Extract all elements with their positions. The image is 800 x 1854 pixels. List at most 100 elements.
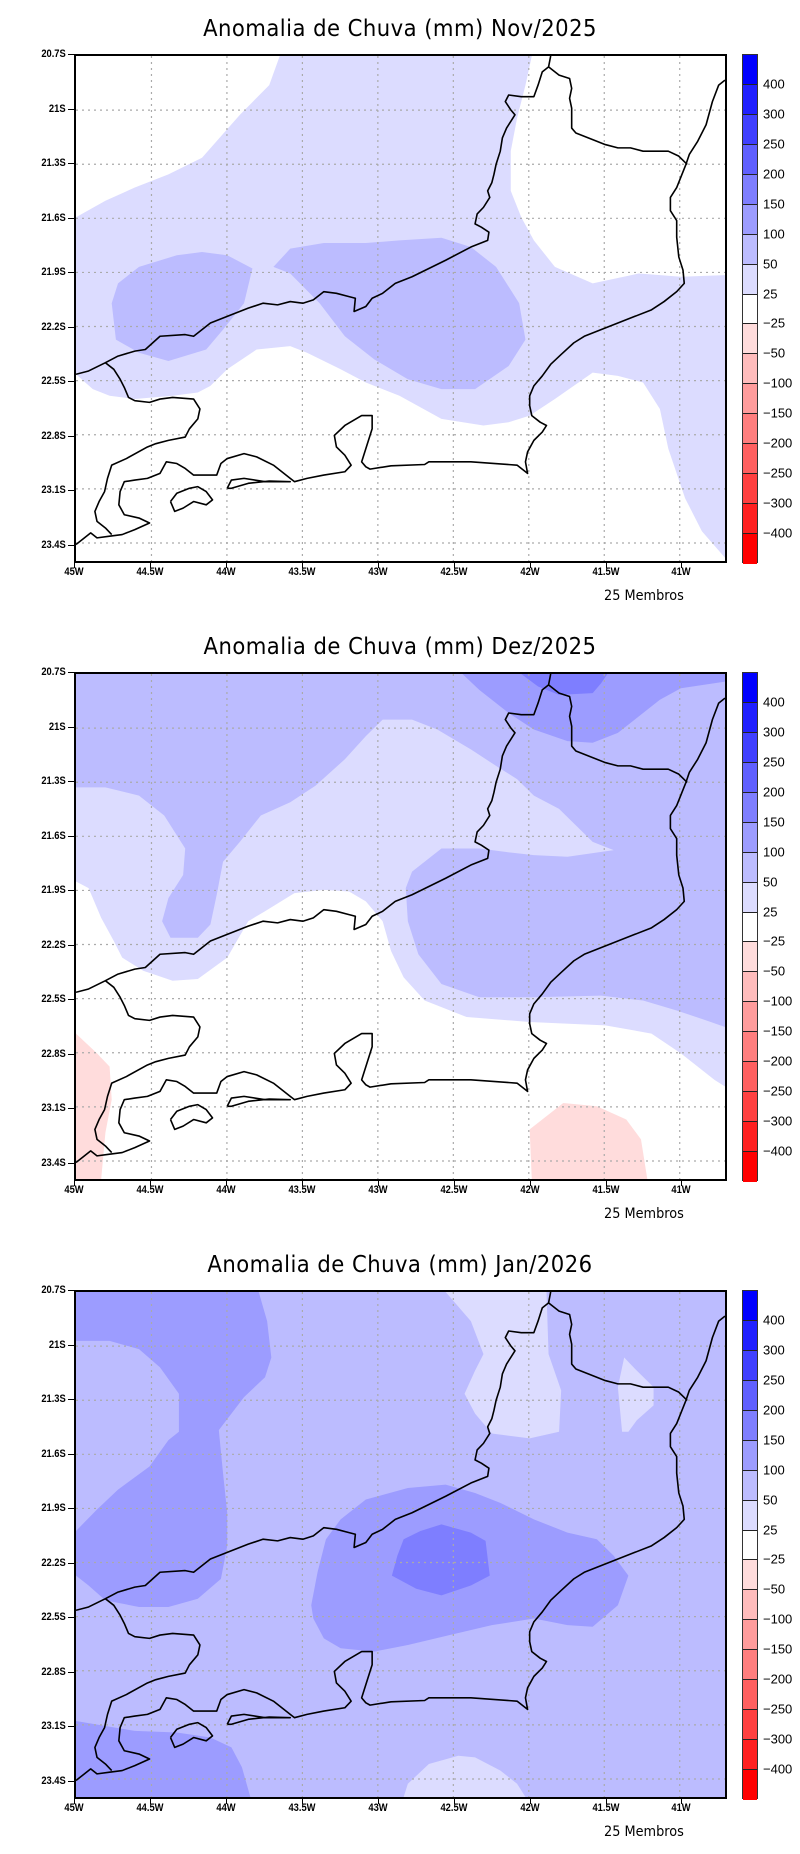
state-border-rj-sp [95,1599,200,1771]
colorbar-swatch [743,144,757,175]
restinga-marambaia [227,478,290,488]
y-axis-label: 22.8S [41,1665,66,1678]
colorbar-label: −200 [763,435,793,451]
state-border-mg-rj [76,674,551,992]
y-axis-tick [68,1726,74,1728]
y-axis-tick [68,435,74,437]
y-axis-tick [68,890,74,892]
colorbar-label: −250 [763,465,793,481]
x-axis-tick [681,563,683,568]
anomaly-contour-darker [391,1524,490,1596]
colorbar-swatch [743,1740,757,1771]
colorbar-label: 200 [763,784,785,800]
x-axis-label: 41.5W [591,566,620,578]
y-axis-tick [68,326,74,328]
colorbar [742,1290,758,1800]
y-axis-tick [68,999,74,1001]
colorbar-swatch [743,174,757,205]
colorbar-label: 50 [763,256,778,272]
y-axis-tick [68,490,74,492]
rainfall-anomaly-map [74,54,727,563]
x-axis-label: 42.5W [440,1184,468,1196]
x-axis-tick [681,1799,683,1804]
y-axis-tick [68,1562,74,1564]
x-axis-label: 43W [368,1184,388,1196]
colorbar-label: −300 [763,495,793,511]
colorbar-swatch [743,792,757,823]
y-axis-label: 22.8S [41,1047,66,1060]
map-title: Anomalia de Chuva (mm) Nov/2025 [203,16,597,42]
y-axis-tick [68,1508,74,1510]
map-title: Anomalia de Chuva (mm) Jan/2026 [207,1252,593,1278]
colorbar-swatch [743,384,757,415]
colorbar-swatch [743,1002,757,1033]
y-axis-label: 23.4S [41,538,66,551]
x-axis-tick [605,1799,607,1804]
x-axis-tick [605,563,607,568]
x-axis-tick [225,1799,227,1804]
colorbar-swatch [743,55,757,85]
y-axis-label: 21.9S [41,266,66,279]
colorbar-label: −200 [763,1053,793,1069]
y-axis-label: 22.2S [41,938,66,951]
map-canvas [76,1292,725,1797]
colorbar-swatch [743,1032,757,1063]
colorbar-label: 100 [763,226,785,242]
y-axis-tick [68,1344,74,1346]
colorbar-swatch [743,732,757,763]
x-axis-label: 45W [64,566,84,578]
colorbar-label: −50 [763,963,786,979]
x-axis-label: 41W [671,1184,692,1196]
x-axis-tick [681,1181,683,1186]
anomaly-contour-med [273,237,526,390]
y-axis-tick [68,835,74,837]
x-axis-label: 43.5W [288,566,316,578]
x-axis-tick [301,1799,303,1804]
x-axis-tick [605,1181,607,1186]
anomaly-contour-dark [76,1292,272,1607]
y-axis-tick [68,163,74,165]
restinga-marambaia [227,1096,290,1106]
colorbar [742,672,758,1182]
colorbar-label: 25 [763,286,778,302]
y-axis-tick [68,108,74,110]
colorbar-swatch [743,1122,757,1153]
map-canvas [76,674,725,1179]
colorbar-swatch [743,972,757,1003]
x-axis-tick [225,1181,227,1186]
y-axis-label: 21S [49,720,66,733]
ilha-grande [171,1105,213,1130]
state-border-rj-sp [95,363,200,535]
colorbar-label: −250 [763,1083,793,1099]
anomaly-contour-light [403,1755,526,1797]
colorbar-label: −100 [763,993,793,1009]
y-axis-label: 23.1S [41,1102,66,1115]
x-axis-tick [301,563,303,568]
colorbar-swatch [743,534,757,564]
x-axis-label: 42W [519,1184,540,1196]
x-axis-tick [529,1181,531,1186]
x-axis-label: 44W [216,566,236,578]
y-axis-tick [68,54,74,55]
colorbar-label: −300 [763,1113,793,1129]
state-border-rj-sp [95,981,200,1153]
coastline [76,80,725,544]
x-axis-label: 44.5W [136,1802,164,1814]
colorbar-swatch [743,942,757,973]
colorbar-swatch [743,1500,757,1531]
colorbar-label: 200 [763,166,785,182]
y-axis-label: 20.7S [41,48,66,60]
colorbar-swatch [743,234,757,265]
colorbar-label: −250 [763,1701,793,1717]
panel-nov-2025: Anomalia de Chuva (mm) Nov/2025 20.7S 21S 2… [0,0,800,618]
colorbar-swatch [743,1410,757,1441]
ensemble-members-note: 25 Membros [604,1824,684,1840]
y-axis-tick [68,272,74,274]
y-axis-tick [68,1453,74,1455]
ilha-grande [171,1723,213,1748]
colorbar-swatch [743,414,757,445]
colorbar-label: 25 [763,1522,778,1538]
state-border-es-rj [549,67,688,164]
x-axis-label: 44W [216,1184,236,1196]
state-border-es-rj [549,1303,688,1400]
